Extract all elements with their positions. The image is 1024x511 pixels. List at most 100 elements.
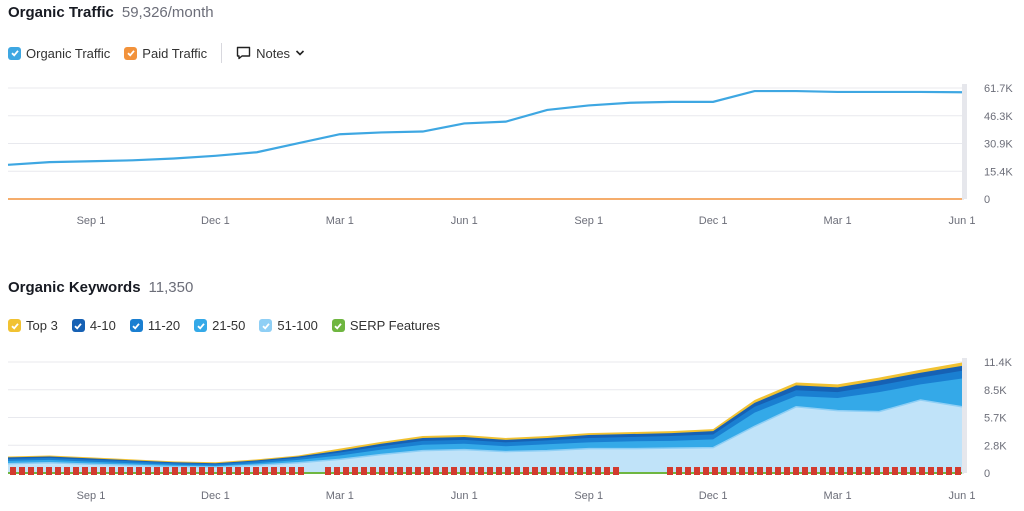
serp-marker [892,467,898,475]
y-tick-label: 30.9K [984,139,1013,151]
serp-marker [343,467,349,475]
serp-marker [775,467,781,475]
checkbox-icon[interactable] [129,319,143,332]
legend-serp-features[interactable]: SERP Features [331,318,440,333]
serp-marker [82,467,88,475]
serp-marker [478,467,484,475]
serp-marker [838,467,844,475]
serp-marker [793,467,799,475]
serp-marker [325,467,331,475]
serp-marker [37,467,43,475]
checkbox-icon[interactable] [259,319,273,332]
serp-marker [910,467,916,475]
serp-marker [766,467,772,475]
serp-marker [460,467,466,475]
serp-marker [442,467,448,475]
legend-paid-traffic[interactable]: Paid Traffic [124,46,207,61]
serp-marker [514,467,520,475]
notes-dropdown[interactable]: Notes [236,46,305,61]
serp-marker [127,467,133,475]
serp-marker [820,467,826,475]
traffic-header: Organic Traffic 59,326/month [8,4,214,21]
x-tick-label: Mar 1 [824,215,852,227]
checkbox-icon[interactable] [8,46,21,60]
serp-marker [226,467,232,475]
serp-marker [847,467,853,475]
checkbox-icon[interactable] [194,319,208,332]
organic-keywords-chart: 0 2.8K 5.7K 8.5K 11.4K Sep 1 Dec 1 Mar 1 Jun 1 Se… [7,357,1013,502]
serp-marker [550,467,556,475]
serp-marker [172,467,178,475]
series-line [7,399,963,468]
serp-marker [136,467,142,475]
serp-marker [235,467,241,475]
y-tick-label: 0 [984,194,990,206]
serp-marker [955,467,961,475]
serp-marker [334,467,340,475]
checkbox-icon[interactable] [124,46,138,60]
series-line [7,89,963,166]
serp-marker [73,467,79,475]
serp-marker [937,467,943,475]
serp-marker [883,467,889,475]
legend-4-10[interactable]: 4-10 [71,318,116,333]
serp-marker [568,467,574,475]
keywords-header: Organic Keywords 11,350 [8,279,193,296]
organic-traffic-chart: 0 15.4K 30.9K 46.3K 61.7K Sep 1 Dec 1 Mar 1 Jun … [7,83,1013,227]
serp-marker [559,467,565,475]
legend-21-50[interactable]: 21-50 [194,318,245,333]
serp-marker [802,467,808,475]
legend-top3[interactable]: Top 3 [8,318,58,333]
legend-organic-traffic[interactable]: Organic Traffic [8,46,110,61]
serp-marker [901,467,907,475]
serp-marker [154,467,160,475]
serp-marker [181,467,187,475]
checkbox-icon[interactable] [71,319,85,332]
serp-marker [298,467,304,475]
serp-marker [739,467,745,475]
y-tick-label: 8.5K [984,385,1007,397]
x-tick-label: Dec 1 [699,215,728,227]
x-tick-label: Jun 1 [949,490,976,502]
x-tick-label: Dec 1 [201,215,230,227]
x-tick-label: Sep 1 [574,490,603,502]
series-area [8,399,962,473]
serp-marker [748,467,754,475]
serp-marker [595,467,601,475]
checkbox-icon[interactable] [331,319,345,332]
serp-marker [208,467,214,475]
serp-marker [694,467,700,475]
keywords-legend: Top 3 4-10 11-20 21-50 51-100 SERP Featu… [8,318,440,333]
x-tick-label: Mar 1 [326,490,354,502]
serp-marker [856,467,862,475]
y-tick-label: 11.4K [984,357,1013,369]
serp-marker [352,467,358,475]
checkbox-icon[interactable] [8,319,21,332]
x-tick-label: Sep 1 [77,215,106,227]
serp-marker [874,467,880,475]
serp-marker [388,467,394,475]
y-tick-label: 15.4K [984,166,1013,178]
x-tick-label: Mar 1 [326,215,354,227]
serp-marker [244,467,250,475]
traffic-title: Organic Traffic [8,4,114,21]
serp-marker [604,467,610,475]
serp-marker [757,467,763,475]
serp-marker [532,467,538,475]
keywords-subtitle: 11,350 [148,279,194,296]
serp-marker [541,467,547,475]
serp-marker [946,467,952,475]
serp-marker [469,467,475,475]
note-icon [236,46,251,60]
serp-marker [487,467,493,475]
legend-label: 21-50 [212,318,246,333]
serp-marker [730,467,736,475]
serp-marker [370,467,376,475]
legend-51-100[interactable]: 51-100 [259,318,318,333]
legend-label: 11-20 [147,318,181,333]
serp-marker [928,467,934,475]
legend-11-20[interactable]: 11-20 [129,318,181,333]
serp-marker [712,467,718,475]
serp-marker [433,467,439,475]
serp-marker [190,467,196,475]
